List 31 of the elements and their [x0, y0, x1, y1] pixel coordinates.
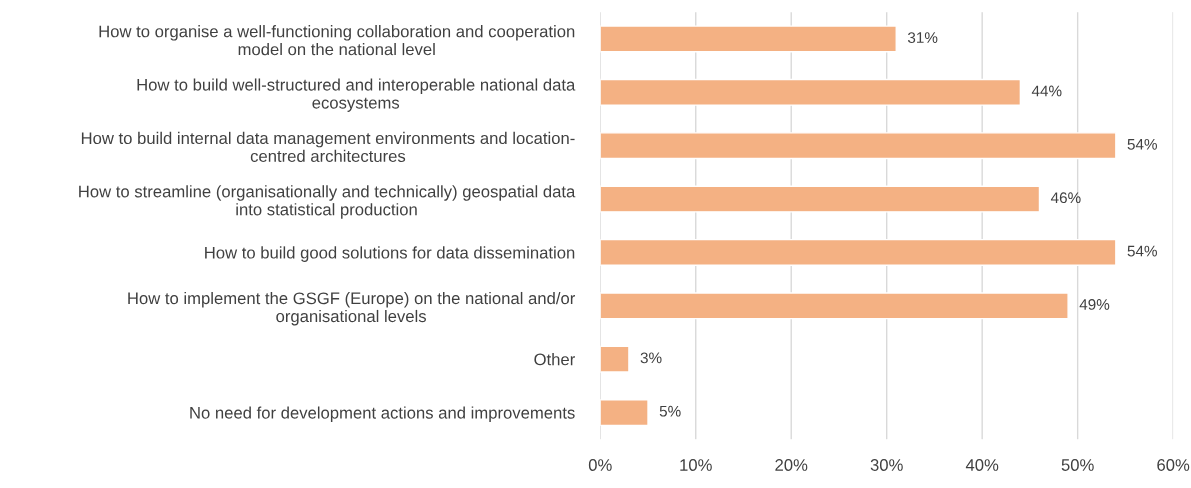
data-label: 5% — [659, 405, 681, 417]
y-tick-label: How to implement the GSGF (Europe) on the national and/or organisational levels — [128, 291, 576, 326]
bar — [600, 399, 649, 427]
data-label: 54% — [1127, 245, 1157, 257]
y-tick-label: No need for development actions and improvements — [190, 406, 575, 423]
x-tick-label: 50% — [1061, 459, 1094, 471]
x-tick-label: 0% — [588, 459, 612, 471]
x-tick-label: 30% — [870, 459, 903, 471]
bar — [600, 78, 1022, 106]
data-label: 31% — [907, 32, 938, 43]
bar — [600, 185, 1041, 213]
data-label: 54% — [1127, 138, 1157, 150]
y-tick-label: Other — [534, 353, 575, 366]
y-tick-label: How to streamline (organisationally and technically) geospatial data into statistical production — [79, 185, 576, 219]
bar — [600, 25, 897, 53]
data-label: 49% — [1079, 299, 1110, 310]
x-tick-label: 10% — [680, 459, 712, 471]
y-tick-label: How to organise a well-functioning collaboration and cooperation model on the national level — [99, 25, 575, 56]
y-tick-label: How to build good solutions for data dissemination — [205, 246, 575, 262]
x-tick-label: 40% — [965, 459, 999, 471]
y-tick-label: How to build well-structured and interoperable national data ecosystems — [137, 78, 576, 112]
x-tick-label: 20% — [775, 459, 808, 471]
data-label: 46% — [1050, 192, 1081, 204]
bar — [600, 132, 1117, 160]
bar — [600, 292, 1069, 320]
data-label: 3% — [640, 352, 662, 364]
x-tick-label: 60% — [1157, 459, 1190, 471]
bar — [600, 238, 1117, 266]
data-label: 44% — [1031, 85, 1062, 97]
y-tick-label: How to build internal data management environments and location- centred architectures — [81, 131, 575, 163]
bar — [600, 345, 630, 373]
